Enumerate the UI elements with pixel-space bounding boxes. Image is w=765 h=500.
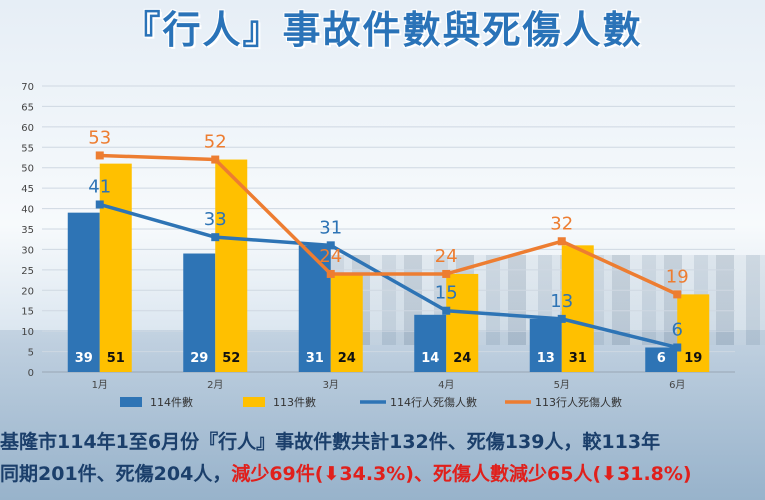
bar-data-label: 31 xyxy=(569,351,587,366)
y-tick-label: 35 xyxy=(21,225,34,236)
line-marker xyxy=(95,200,104,209)
bar xyxy=(67,212,100,372)
series-line xyxy=(99,202,678,350)
line-marker xyxy=(673,290,682,299)
line-data-label: 41 xyxy=(88,176,111,197)
legend-swatch xyxy=(120,397,142,407)
page-title: 『行人』事故件數與死傷人數 xyxy=(122,8,643,52)
x-tick-label: 4月 xyxy=(438,379,454,391)
bar-data-label: 51 xyxy=(107,351,125,366)
bar-data-label: 52 xyxy=(222,351,240,366)
line-marker xyxy=(557,237,566,246)
line-data-label: 32 xyxy=(550,213,573,234)
y-tick-label: 50 xyxy=(21,164,34,175)
y-tick-label: 20 xyxy=(21,286,34,297)
y-tick-label: 0 xyxy=(28,368,34,379)
y-tick-label: 65 xyxy=(21,102,34,113)
y-tick-label: 30 xyxy=(21,245,34,256)
line-data-label: 19 xyxy=(666,266,689,287)
bar xyxy=(99,163,132,372)
bar xyxy=(561,245,594,372)
bar-data-label: 29 xyxy=(190,351,208,366)
line-marker xyxy=(673,343,682,352)
bar xyxy=(677,294,710,372)
line-data-label: 6 xyxy=(672,319,683,340)
legend-label: 114件數 xyxy=(150,396,193,409)
legend-label: 113行人死傷人數 xyxy=(535,395,622,409)
line-data-label: 33 xyxy=(204,209,227,230)
bar-data-label: 13 xyxy=(537,351,555,366)
x-tick-label: 1月 xyxy=(92,379,108,391)
bar-data-label: 24 xyxy=(338,351,356,366)
line-marker xyxy=(442,306,451,315)
y-tick-label: 70 xyxy=(21,82,34,93)
line-data-label: 31 xyxy=(319,217,342,238)
line-marker xyxy=(211,155,220,164)
line-marker xyxy=(95,151,104,160)
legend-label: 114行人死傷人數 xyxy=(390,395,477,409)
line-marker xyxy=(326,241,335,250)
y-tick-label: 45 xyxy=(21,184,34,195)
line-data-label: 13 xyxy=(550,291,573,312)
x-tick-label: 5月 xyxy=(554,379,570,391)
bar xyxy=(330,273,363,372)
y-tick-label: 60 xyxy=(21,123,34,134)
y-tick-label: 55 xyxy=(21,143,34,154)
x-tick-label: 6月 xyxy=(669,379,685,391)
line-data-label: 24 xyxy=(435,246,458,267)
x-tick-label: 2月 xyxy=(207,379,223,391)
bar-data-label: 14 xyxy=(421,351,439,366)
bar-data-label: 24 xyxy=(453,351,471,366)
line-data-label: 52 xyxy=(204,132,227,153)
summary-line-2-text: 同期201件、死傷204人， xyxy=(0,463,232,485)
summary-line-2: 同期201件、死傷204人，減少69件(⬇34.3%)、死傷人數減少65人(⬇3… xyxy=(0,459,765,489)
series-line xyxy=(99,153,678,296)
legend-swatch xyxy=(243,397,265,407)
line-data-label: 15 xyxy=(435,283,458,304)
chart: 0 5 10 15 20 25 30 35 40 45 50 55 60 65 70 1月 2月 3月 4月 5月 6月… xyxy=(21,82,735,409)
bar-data-label: 6 xyxy=(657,351,666,366)
bar xyxy=(529,318,562,372)
bar xyxy=(645,347,678,372)
bar xyxy=(215,159,248,372)
bar-data-label: 31 xyxy=(306,351,324,366)
y-tick-label: 25 xyxy=(21,266,34,277)
y-tick-label: 10 xyxy=(21,327,34,338)
y-tick-label: 15 xyxy=(21,307,34,318)
line-marker xyxy=(442,269,451,278)
line-marker xyxy=(211,233,220,242)
legend-label: 113件數 xyxy=(273,396,316,409)
line-data-label: 53 xyxy=(88,127,111,148)
x-tick-label: 3月 xyxy=(323,379,339,391)
summary-decrease-text: 減少69件(⬇34.3%)、死傷人數減少65人(⬇31.8%) xyxy=(231,463,692,485)
line-data-label: 24 xyxy=(319,246,342,267)
y-tick-label: 5 xyxy=(28,348,34,359)
bar-data-label: 39 xyxy=(75,351,93,366)
bar xyxy=(446,273,479,372)
bar xyxy=(414,314,447,372)
bar xyxy=(183,253,216,372)
line-marker xyxy=(557,314,566,323)
line-marker xyxy=(326,269,335,278)
summary-line-1: 基隆市114年1至6月份『行人』事故件數共計132件、死傷139人，較113年 xyxy=(0,431,661,453)
y-tick-label: 40 xyxy=(21,205,34,216)
bar-data-label: 19 xyxy=(684,351,702,366)
